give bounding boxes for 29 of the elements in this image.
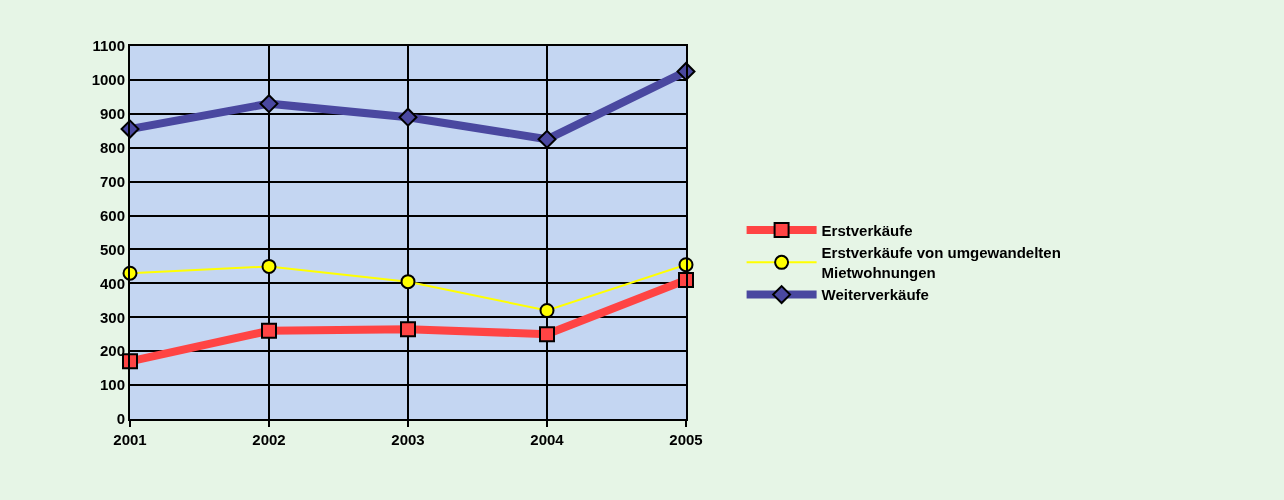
y-tick-label: 1100 — [92, 37, 125, 55]
y-tick-label: 200 — [99, 342, 125, 360]
legend-label: Weiterverkäufe — [821, 286, 929, 304]
legend-label: Erstverkäufe von umgewandelten Mietwohnungen — [821, 244, 1061, 281]
y-tick-label: 900 — [99, 105, 125, 123]
point — [400, 274, 416, 290]
x-tick-label: 2005 — [669, 431, 703, 448]
y-tick-label: 500 — [99, 240, 125, 258]
y-tick-label: 100 — [99, 376, 125, 394]
point — [261, 322, 277, 339]
x-tick-label: 2002 — [252, 431, 286, 448]
point — [259, 94, 279, 114]
y-tick-label: 800 — [99, 138, 125, 156]
y-tick-label: 700 — [99, 172, 125, 190]
x-tick-label: 2004 — [530, 431, 565, 448]
legend-label: Erstverkäufe — [821, 221, 913, 239]
point — [539, 326, 555, 343]
y-tick-label: 400 — [99, 274, 125, 292]
point — [400, 321, 416, 338]
y-tick-label: 300 — [99, 308, 125, 326]
point — [261, 258, 277, 274]
y-tick-label: 1000 — [91, 71, 125, 89]
y-tick-label: 0 — [116, 410, 125, 428]
x-tick-label: 2001 — [113, 431, 147, 448]
x-tick-label: 2003 — [391, 431, 425, 448]
point — [398, 107, 418, 127]
point — [539, 302, 555, 318]
point — [537, 129, 557, 149]
y-tick-label: 600 — [99, 206, 125, 224]
